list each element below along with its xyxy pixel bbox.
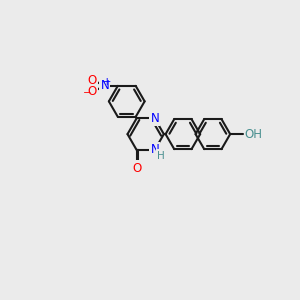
Text: +: + [103,76,112,86]
Text: O: O [88,85,97,98]
Text: O: O [132,161,141,175]
Text: H: H [157,151,164,160]
Text: N: N [150,143,159,156]
Text: OH: OH [244,128,262,141]
Text: N: N [100,80,109,92]
Text: −: − [83,88,92,98]
Text: O: O [88,74,97,87]
Text: N: N [150,112,159,125]
